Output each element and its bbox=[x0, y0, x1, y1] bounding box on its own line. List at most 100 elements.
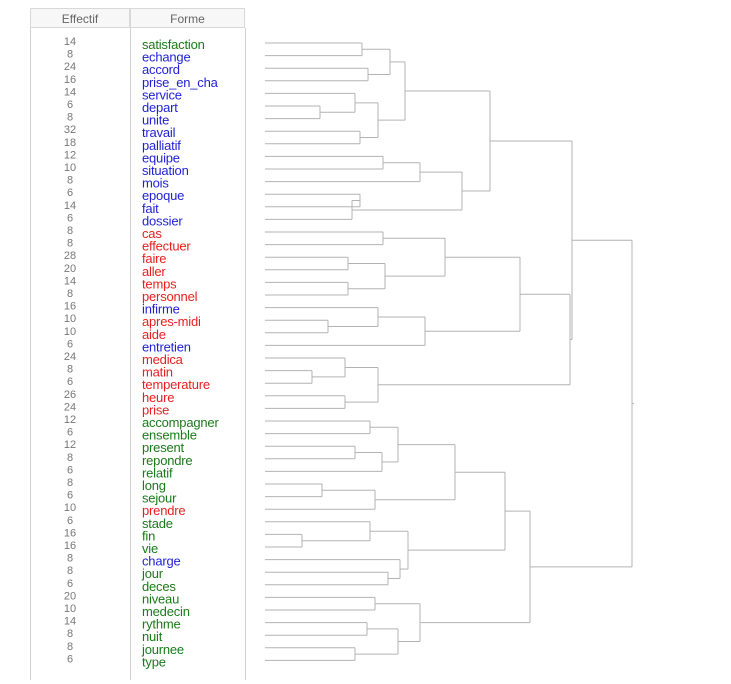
forme-label: service bbox=[142, 87, 182, 102]
effectif-value: 6 bbox=[67, 490, 73, 502]
effectif-value: 18 bbox=[64, 137, 76, 149]
effectif-value: 10 bbox=[64, 313, 76, 325]
forme-label: equipe bbox=[142, 150, 180, 165]
effectif-value: 14 bbox=[64, 86, 76, 98]
effectif-value: 14 bbox=[64, 275, 76, 287]
forme-label: echange bbox=[142, 50, 190, 65]
forme-label: cas bbox=[142, 226, 162, 241]
effectif-value: 10 bbox=[64, 326, 76, 338]
effectif-value: 6 bbox=[67, 99, 73, 111]
forme-label: vie bbox=[142, 541, 158, 556]
effectif-value: 8 bbox=[67, 175, 73, 187]
table-right-border bbox=[245, 28, 246, 680]
forme-label: accompagner bbox=[142, 415, 219, 430]
effectif-value: 16 bbox=[64, 540, 76, 552]
effectif-value: 16 bbox=[64, 301, 76, 313]
forme-label: faire bbox=[142, 251, 166, 266]
effectif-value: 8 bbox=[67, 288, 73, 300]
effectif-value: 20 bbox=[64, 590, 76, 602]
forme-label: medica bbox=[142, 352, 184, 367]
forme-label: depart bbox=[142, 100, 178, 115]
effectif-value: 8 bbox=[67, 225, 73, 237]
forme-label: present bbox=[142, 440, 185, 455]
forme-label: aide bbox=[142, 327, 166, 342]
dendrogram-branches bbox=[265, 42, 634, 661]
effectif-value: 8 bbox=[67, 628, 73, 640]
forme-label: niveau bbox=[142, 591, 179, 606]
effectif-value: 6 bbox=[67, 464, 73, 476]
forme-label: prise_en_cha bbox=[142, 75, 219, 90]
forme-label: travail bbox=[142, 125, 176, 140]
forme-label: fait bbox=[142, 201, 159, 216]
forme-label: type bbox=[142, 654, 166, 669]
forme-label: apres-midi bbox=[142, 314, 201, 329]
forme-label: matin bbox=[142, 365, 173, 380]
effectif-value: 16 bbox=[64, 527, 76, 539]
effectif-value: 26 bbox=[64, 389, 76, 401]
forme-label: temperature bbox=[142, 377, 210, 392]
effectif-value: 8 bbox=[67, 49, 73, 61]
effectif-value: 6 bbox=[67, 427, 73, 439]
effectif-value: 6 bbox=[67, 187, 73, 199]
header-forme: Forme bbox=[130, 8, 245, 28]
forme-label: long bbox=[142, 478, 166, 493]
forme-label: sejour bbox=[142, 491, 177, 506]
forme-label: medecin bbox=[142, 604, 190, 619]
forme-label: charge bbox=[142, 554, 181, 569]
effectif-value: 12 bbox=[64, 149, 76, 161]
forme-label: palliatif bbox=[142, 138, 181, 153]
effectif-value: 10 bbox=[64, 162, 76, 174]
effectif-value: 6 bbox=[67, 338, 73, 350]
forme-label: unite bbox=[142, 113, 169, 128]
effectif-value: 16 bbox=[64, 74, 76, 86]
effectif-value: 12 bbox=[64, 439, 76, 451]
effectif-value: 8 bbox=[67, 553, 73, 565]
effectif-value: 10 bbox=[64, 603, 76, 615]
effectif-value: 24 bbox=[64, 61, 76, 73]
forme-label: prendre bbox=[142, 503, 185, 518]
leaf-labels: 14 satisfaction 8 echange 24 accord 16 prise_en… bbox=[64, 36, 220, 669]
forme-label: rythme bbox=[142, 617, 181, 632]
forme-label: repondre bbox=[142, 453, 192, 468]
forme-label: entretien bbox=[142, 339, 191, 354]
forme-label: dossier bbox=[142, 213, 183, 228]
forme-label: mois bbox=[142, 176, 169, 191]
forme-label: personnel bbox=[142, 289, 198, 304]
forme-label: effectuer bbox=[142, 239, 191, 254]
effectif-value: 24 bbox=[64, 351, 76, 363]
effectif-value: 8 bbox=[67, 641, 73, 653]
effectif-value: 8 bbox=[67, 112, 73, 124]
forme-label: deces bbox=[142, 579, 176, 594]
table-column-divider bbox=[130, 28, 131, 680]
effectif-value: 14 bbox=[64, 200, 76, 212]
forme-label: temps bbox=[142, 276, 177, 291]
forme-label: nuit bbox=[142, 629, 163, 644]
effectif-value: 20 bbox=[64, 263, 76, 275]
effectif-value: 6 bbox=[67, 578, 73, 590]
effectif-value: 6 bbox=[67, 376, 73, 388]
effectif-value: 8 bbox=[67, 364, 73, 376]
effectif-value: 28 bbox=[64, 250, 76, 262]
forme-label: jour bbox=[141, 566, 164, 581]
forme-label: satisfaction bbox=[142, 37, 205, 52]
effectif-value: 24 bbox=[64, 401, 76, 413]
forme-label: fin bbox=[142, 528, 155, 543]
forme-label: epoque bbox=[142, 188, 184, 203]
effectif-value: 6 bbox=[67, 515, 73, 527]
forme-label: journee bbox=[141, 642, 184, 657]
effectif-value: 8 bbox=[67, 238, 73, 250]
forme-label: accord bbox=[142, 62, 180, 77]
effectif-value: 8 bbox=[67, 565, 73, 577]
forme-label: infirme bbox=[142, 302, 180, 317]
forme-label: aller bbox=[142, 264, 166, 279]
forme-label: situation bbox=[142, 163, 189, 178]
table-left-border bbox=[30, 28, 31, 680]
effectif-value: 10 bbox=[64, 502, 76, 514]
effectif-value: 6 bbox=[67, 653, 73, 665]
effectif-value: 6 bbox=[67, 212, 73, 224]
effectif-value: 8 bbox=[67, 452, 73, 464]
forme-label: stade bbox=[142, 516, 173, 531]
header-effectif: Effectif bbox=[30, 8, 130, 28]
forme-label: prise bbox=[142, 402, 169, 417]
